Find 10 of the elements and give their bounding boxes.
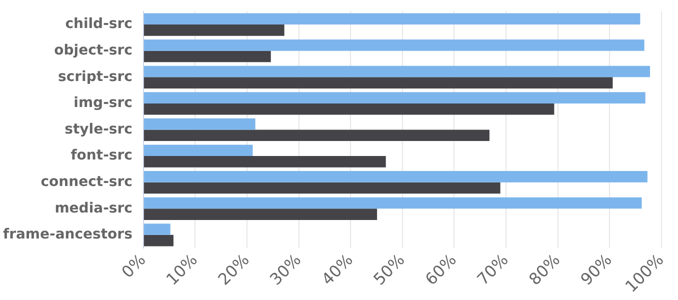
y-tick-label: frame-ancestors <box>2 226 132 243</box>
y-tick-label: script-src <box>58 68 132 85</box>
x-tick-label: 0% <box>118 250 150 282</box>
y-tick-label: style-src <box>64 121 132 138</box>
y-tick-label: child-src <box>65 16 132 32</box>
y-tick-label: object-src <box>54 42 132 58</box>
y-tick-label: media-src <box>54 200 132 216</box>
y-tick-label: img-src <box>74 95 132 112</box>
y-tick-label: font-src <box>70 148 132 164</box>
y-tick-label: connect-src <box>40 174 132 190</box>
